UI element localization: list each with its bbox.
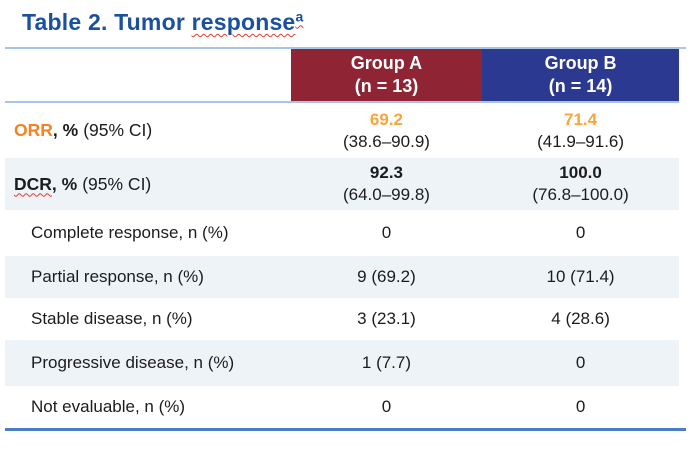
- orr-pct: , %: [52, 120, 79, 140]
- partial-response-a: 9 (69.2): [357, 267, 416, 286]
- table-row-orr: ORR, % (95% CI) 69.2 (38.6–90.9) 71.4 (41…: [5, 103, 679, 158]
- orr-group-b-cell: 71.4 (41.9–91.6): [482, 109, 679, 153]
- dcr-pct: , %: [51, 173, 78, 194]
- dcr-label: DCR, % (95% CI): [5, 174, 291, 195]
- header-group-b: Group B (n = 14): [482, 49, 679, 101]
- dcr-b-ci: (76.8–100.0): [532, 185, 629, 204]
- orr-acronym: ORR: [14, 120, 53, 140]
- progressive-disease-a: 1 (7.7): [361, 353, 412, 372]
- table-row-partial-response: Partial response, n (%) 9 (69.2) 10 (71.…: [5, 256, 679, 298]
- complete-response-a: 0: [381, 223, 392, 242]
- group-a-name: Group A: [350, 53, 423, 73]
- orr-label: ORR, % (95% CI): [5, 120, 291, 141]
- title-prefix: Table 2. Tumor: [22, 9, 192, 35]
- title-footnote-marker: a: [295, 8, 304, 25]
- dcr-b-value: 100.0: [559, 163, 602, 182]
- dcr-a-value: 92.3: [369, 163, 404, 182]
- stable-disease-a: 3 (23.1): [357, 309, 416, 328]
- title-misspelled-word: response: [191, 9, 296, 35]
- dcr-a-ci: (64.0–99.8): [342, 185, 430, 204]
- orr-group-a-cell: 69.2 (38.6–90.9): [291, 109, 482, 153]
- dcr-ci-label: (95% CI): [82, 173, 152, 194]
- table-row-complete-response: Complete response, n (%) 0 0: [5, 210, 679, 256]
- orr-b-ci: (41.9–91.6): [537, 131, 625, 151]
- group-b-n: (n = 14): [548, 76, 613, 96]
- complete-response-label: Complete response, n (%): [31, 223, 229, 242]
- stable-disease-label: Stable disease, n (%): [31, 309, 193, 328]
- table-row-progressive-disease: Progressive disease, n (%) 1 (7.7) 0: [5, 340, 679, 386]
- dcr-group-b-cell: 100.0 (76.8–100.0): [482, 162, 679, 206]
- group-b-name: Group B: [544, 53, 617, 73]
- partial-response-label: Partial response, n (%): [31, 267, 204, 286]
- table-row-not-evaluable: Not evaluable, n (%) 0 0: [5, 386, 679, 428]
- orr-a-value: 69.2: [369, 109, 404, 129]
- table-row-dcr: DCR, % (95% CI) 92.3 (64.0–99.8) 100.0 (7…: [5, 158, 679, 210]
- orr-ci-label: (95% CI): [83, 120, 153, 140]
- dcr-group-a-cell: 92.3 (64.0–99.8): [291, 162, 482, 206]
- group-a-n: (n = 13): [354, 76, 419, 96]
- table-row-stable-disease: Stable disease, n (%) 3 (23.1) 4 (28.6): [5, 298, 679, 340]
- not-evaluable-label: Not evaluable, n (%): [31, 397, 186, 416]
- orr-a-ci: (38.6–90.9): [342, 131, 430, 151]
- tumor-response-table: Group A (n = 13) Group B (n = 14) ORR, %…: [5, 47, 686, 431]
- stable-disease-b: 4 (28.6): [551, 309, 610, 328]
- table-title: Table 2. Tumor responsea: [22, 9, 696, 36]
- progressive-disease-label: Progressive disease, n (%): [31, 353, 235, 372]
- not-evaluable-a: 0: [381, 397, 392, 416]
- header-group-a: Group A (n = 13): [290, 49, 483, 101]
- not-evaluable-b: 0: [575, 397, 586, 416]
- progressive-disease-b: 0: [575, 353, 586, 372]
- complete-response-b: 0: [575, 223, 586, 242]
- partial-response-b: 10 (71.4): [546, 267, 615, 286]
- table-header-row: Group A (n = 13) Group B (n = 14): [5, 49, 679, 103]
- dcr-acronym: DCR: [14, 173, 52, 194]
- orr-b-value: 71.4: [564, 109, 598, 129]
